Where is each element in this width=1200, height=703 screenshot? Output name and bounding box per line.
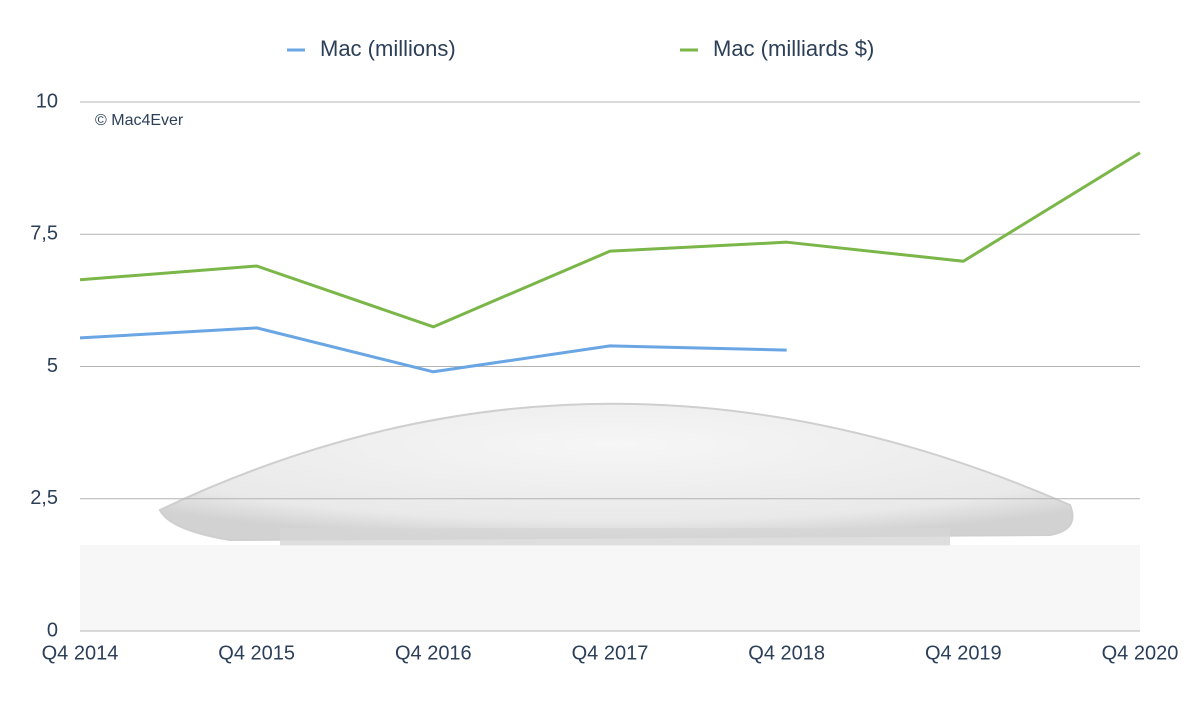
- x-tick-label: Q4 2016: [395, 642, 472, 664]
- y-tick-label: 2,5: [30, 487, 58, 509]
- x-tick-label: Q4 2015: [218, 642, 295, 664]
- y-tick-label: 10: [36, 90, 58, 112]
- background-image: [80, 402, 1140, 631]
- line-series: [79, 151, 1141, 329]
- x-tick-label: Q4 2020: [1102, 642, 1179, 664]
- y-tick-label: 5: [47, 355, 58, 377]
- annotation: © Mac4Ever: [95, 112, 184, 129]
- legend-label: Mac (millions): [320, 36, 456, 61]
- y-tick-label: 7,5: [30, 223, 58, 245]
- x-tick-label: Q4 2014: [42, 642, 119, 664]
- x-tick-label: Q4 2018: [748, 642, 825, 664]
- y-tick-label: 0: [47, 619, 58, 641]
- x-tick-label: Q4 2019: [925, 642, 1002, 664]
- line-series: [79, 326, 787, 374]
- x-tick-label: Q4 2017: [572, 642, 649, 664]
- legend-label: Mac (milliards $): [713, 36, 874, 61]
